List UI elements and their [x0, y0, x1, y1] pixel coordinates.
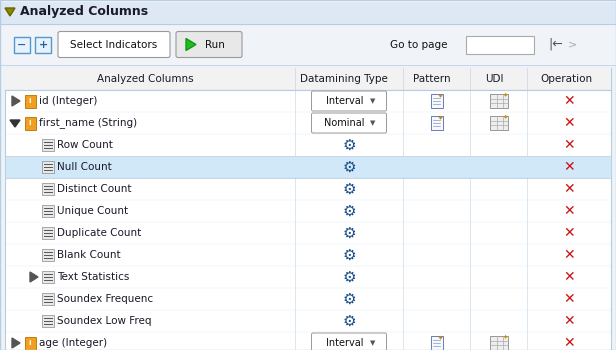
Text: id (Integer): id (Integer) — [39, 96, 97, 106]
FancyBboxPatch shape — [490, 336, 508, 350]
Text: ✦: ✦ — [503, 114, 508, 119]
Text: Blank Count: Blank Count — [57, 250, 121, 260]
Text: i: i — [29, 340, 31, 346]
FancyBboxPatch shape — [5, 156, 611, 178]
Text: Pattern: Pattern — [413, 74, 451, 84]
Text: Soundex Frequenc: Soundex Frequenc — [57, 294, 153, 304]
Polygon shape — [5, 8, 15, 16]
Text: ⚙: ⚙ — [342, 160, 356, 175]
Text: first_name (String): first_name (String) — [39, 118, 137, 128]
FancyBboxPatch shape — [431, 116, 442, 130]
Text: >: > — [568, 40, 577, 49]
FancyBboxPatch shape — [176, 32, 242, 57]
Text: Duplicate Count: Duplicate Count — [57, 228, 141, 238]
Text: ✕: ✕ — [563, 336, 575, 350]
Text: Interval: Interval — [326, 338, 363, 348]
FancyBboxPatch shape — [42, 139, 54, 151]
Text: Run: Run — [205, 40, 225, 49]
FancyBboxPatch shape — [42, 205, 54, 217]
Text: Nominal: Nominal — [325, 118, 365, 128]
Text: ⚙: ⚙ — [342, 203, 356, 218]
Text: Interval: Interval — [326, 96, 363, 106]
Text: ⚙: ⚙ — [342, 270, 356, 285]
FancyBboxPatch shape — [58, 32, 170, 57]
Text: ✕: ✕ — [563, 270, 575, 284]
Polygon shape — [186, 38, 196, 50]
Text: Analyzed Columns: Analyzed Columns — [20, 6, 148, 19]
Text: ✕: ✕ — [563, 138, 575, 152]
Text: i: i — [29, 120, 31, 126]
Text: Unique Count: Unique Count — [57, 206, 128, 216]
Text: ✕: ✕ — [563, 94, 575, 108]
Text: ✕: ✕ — [563, 292, 575, 306]
FancyBboxPatch shape — [5, 68, 611, 90]
Text: Select Indicators: Select Indicators — [70, 40, 158, 49]
FancyBboxPatch shape — [466, 35, 534, 54]
FancyBboxPatch shape — [35, 36, 51, 52]
Text: ✕: ✕ — [563, 182, 575, 196]
Text: ✦: ✦ — [438, 93, 443, 98]
FancyBboxPatch shape — [312, 113, 386, 133]
FancyBboxPatch shape — [431, 336, 442, 350]
FancyBboxPatch shape — [42, 227, 54, 239]
Text: ▼: ▼ — [370, 340, 376, 346]
FancyBboxPatch shape — [42, 293, 54, 305]
Text: ⚙: ⚙ — [342, 225, 356, 240]
Text: Row Count: Row Count — [57, 140, 113, 150]
FancyBboxPatch shape — [25, 94, 36, 107]
FancyBboxPatch shape — [14, 36, 30, 52]
Text: ✦: ✦ — [438, 116, 443, 120]
FancyBboxPatch shape — [431, 94, 442, 108]
FancyBboxPatch shape — [42, 161, 54, 173]
FancyBboxPatch shape — [5, 68, 611, 350]
Text: Null Count: Null Count — [57, 162, 111, 172]
Text: ✕: ✕ — [563, 226, 575, 240]
Polygon shape — [30, 272, 38, 282]
FancyBboxPatch shape — [312, 91, 386, 111]
FancyBboxPatch shape — [25, 117, 36, 130]
FancyBboxPatch shape — [0, 0, 616, 24]
Text: Analyzed Columns: Analyzed Columns — [97, 74, 193, 84]
Text: Distinct Count: Distinct Count — [57, 184, 131, 194]
Text: ✦: ✦ — [503, 335, 508, 339]
FancyBboxPatch shape — [490, 116, 508, 130]
FancyBboxPatch shape — [312, 333, 386, 350]
Text: age (Integer): age (Integer) — [39, 338, 107, 348]
Text: ⚙: ⚙ — [342, 292, 356, 307]
Text: Text Statistics: Text Statistics — [57, 272, 129, 282]
Text: ⚙: ⚙ — [342, 138, 356, 153]
Polygon shape — [12, 96, 20, 106]
Text: ⚙: ⚙ — [342, 247, 356, 262]
Text: ⚙: ⚙ — [342, 314, 356, 329]
Text: Go to page: Go to page — [390, 40, 447, 49]
Text: ✦: ✦ — [503, 92, 508, 98]
FancyBboxPatch shape — [42, 183, 54, 195]
FancyBboxPatch shape — [0, 0, 616, 2]
Text: |←: |← — [548, 38, 563, 51]
FancyBboxPatch shape — [25, 336, 36, 350]
Polygon shape — [10, 120, 20, 127]
Text: Soundex Low Freq: Soundex Low Freq — [57, 316, 152, 326]
Text: ▼: ▼ — [370, 98, 376, 104]
Text: −: − — [17, 40, 26, 49]
Text: UDI: UDI — [485, 74, 503, 84]
Text: ✕: ✕ — [563, 204, 575, 218]
Text: ✕: ✕ — [563, 160, 575, 174]
Text: Operation: Operation — [540, 74, 592, 84]
Text: ⚙: ⚙ — [342, 182, 356, 196]
Text: i: i — [29, 98, 31, 104]
Text: ✕: ✕ — [563, 248, 575, 262]
Text: ▼: ▼ — [370, 120, 376, 126]
FancyBboxPatch shape — [42, 271, 54, 283]
FancyBboxPatch shape — [42, 315, 54, 327]
Text: ✕: ✕ — [563, 314, 575, 328]
Text: Datamining Type: Datamining Type — [300, 74, 388, 84]
Text: ✕: ✕ — [563, 116, 575, 130]
FancyBboxPatch shape — [490, 94, 508, 108]
FancyBboxPatch shape — [0, 24, 616, 65]
FancyBboxPatch shape — [42, 249, 54, 261]
Text: +: + — [38, 40, 47, 49]
Text: ✦: ✦ — [438, 336, 443, 341]
Polygon shape — [12, 338, 20, 348]
